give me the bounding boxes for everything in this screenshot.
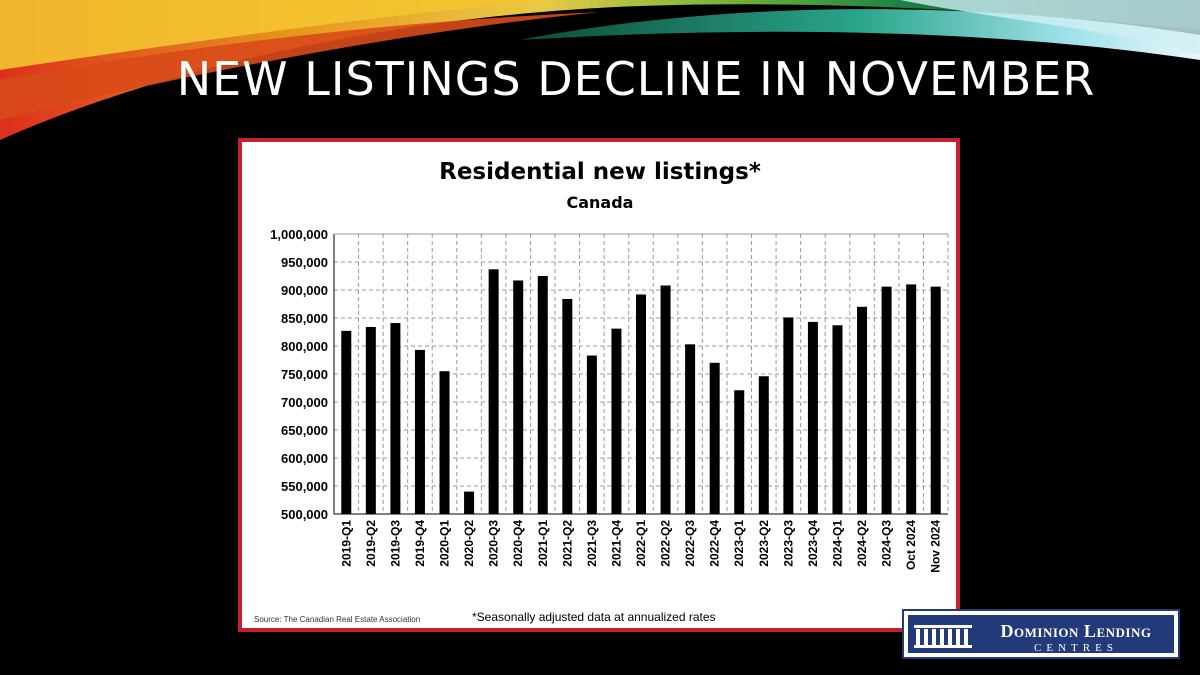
y-tick-label: 900,000 xyxy=(281,283,328,298)
y-tick-label: 850,000 xyxy=(281,311,328,326)
y-tick-label: 950,000 xyxy=(281,255,328,270)
bar xyxy=(709,362,720,514)
x-tick-label: Oct 2024 xyxy=(904,520,918,570)
bar xyxy=(685,344,696,514)
bar xyxy=(488,269,499,514)
x-tick-label: 2020-Q4 xyxy=(511,520,525,567)
x-tick-label: 2019-Q4 xyxy=(413,520,427,567)
bar xyxy=(807,321,818,514)
x-tick-label: 2023-Q3 xyxy=(781,520,795,567)
x-tick-label: 2021-Q4 xyxy=(609,520,623,567)
bar xyxy=(341,330,352,514)
y-tick-label: 800,000 xyxy=(281,339,328,354)
y-tick-label: 500,000 xyxy=(281,507,328,522)
x-axis-ticks: 2019-Q1 2019-Q2 2019-Q3 2019-Q4 2020-Q1 2020-… xyxy=(339,520,942,573)
bar xyxy=(513,280,524,514)
x-tick-label: 2019-Q2 xyxy=(364,520,378,567)
x-tick-label: 2023-Q4 xyxy=(806,520,820,567)
bars xyxy=(341,269,941,514)
y-axis-ticks: 500,000 550,000 600,000 650,000 700,000 750,0… xyxy=(270,227,328,522)
y-tick-label: 750,000 xyxy=(281,367,328,382)
x-tick-label: 2022-Q1 xyxy=(634,520,648,567)
bar xyxy=(439,371,450,514)
bar xyxy=(414,349,425,514)
x-tick-label: 2020-Q3 xyxy=(487,520,501,567)
company-logo: Dominion Lending CENTRES xyxy=(902,609,1180,659)
source-note: Source: The Canadian Real Estate Associa… xyxy=(254,615,420,624)
slide-title: NEW LISTINGS DECLINE IN NOVEMBER xyxy=(176,52,1096,106)
x-tick-label: 2019-Q1 xyxy=(339,520,353,567)
bar xyxy=(660,285,671,514)
bar xyxy=(857,306,868,514)
x-tick-label: Nov 2024 xyxy=(929,520,943,573)
bar xyxy=(365,326,376,514)
x-tick-label: 2024-Q2 xyxy=(855,520,869,567)
chart-subtitle: Canada xyxy=(567,193,634,212)
y-tick-label: 550,000 xyxy=(281,479,328,494)
gridlines xyxy=(333,233,949,515)
x-tick-label: 2024-Q3 xyxy=(880,520,894,567)
x-tick-label: 2020-Q2 xyxy=(462,520,476,567)
footnote: *Seasonally adjusted data at annualized … xyxy=(472,610,716,624)
x-tick-label: 2023-Q1 xyxy=(732,520,746,567)
bar xyxy=(881,286,892,514)
x-tick-label: 2022-Q4 xyxy=(708,520,722,567)
bar xyxy=(464,491,475,514)
chart-frame: Residential new listings* Canada 500,000… xyxy=(238,138,960,632)
bar xyxy=(636,294,646,514)
x-tick-label: 2022-Q2 xyxy=(659,520,673,567)
y-tick-label: 700,000 xyxy=(281,395,328,410)
logo-background: Dominion Lending CENTRES xyxy=(908,615,1174,654)
x-tick-label: 2021-Q1 xyxy=(536,520,550,567)
y-tick-label: 1,000,000 xyxy=(270,227,328,242)
bar xyxy=(783,317,794,514)
building-icon xyxy=(914,625,972,648)
x-tick-label: 2022-Q3 xyxy=(683,520,697,567)
bar xyxy=(906,284,917,514)
logo-sub-text: CENTRES xyxy=(1034,642,1118,654)
bar xyxy=(611,328,622,514)
bar xyxy=(734,390,745,514)
y-tick-label: 600,000 xyxy=(281,451,328,466)
decorative-swoosh xyxy=(0,0,1200,140)
logo-main-text: Dominion Lending xyxy=(1000,621,1152,641)
bar xyxy=(758,376,769,514)
bar xyxy=(562,298,573,514)
x-tick-label: 2019-Q3 xyxy=(388,520,402,567)
bar xyxy=(832,325,843,514)
x-tick-label: 2023-Q2 xyxy=(757,520,771,567)
x-tick-label: 2024-Q1 xyxy=(830,520,844,567)
x-tick-label: 2020-Q1 xyxy=(438,520,452,567)
bar xyxy=(930,286,941,514)
x-tick-label: 2021-Q2 xyxy=(560,520,574,567)
bar xyxy=(586,355,597,514)
y-tick-label: 650,000 xyxy=(281,423,328,438)
bar xyxy=(537,276,548,514)
x-tick-label: 2021-Q3 xyxy=(585,520,599,567)
bar xyxy=(390,323,401,514)
bar-chart: Residential new listings* Canada 500,000… xyxy=(254,159,949,624)
chart-title: Residential new listings* xyxy=(439,159,761,185)
